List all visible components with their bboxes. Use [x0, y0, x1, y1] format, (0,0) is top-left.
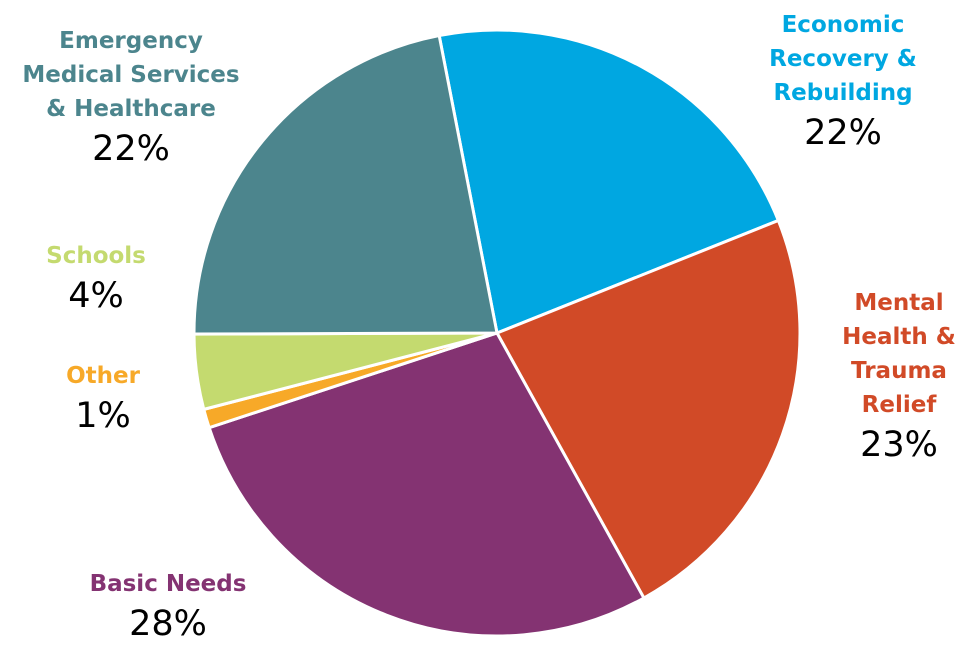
slice-label-basic-needs: Basic Needs — [90, 571, 247, 597]
pie-labels: Economic Recovery & Rebuilding 22% Mental Hea… — [22, 12, 955, 644]
pie-slice-economic-recovery-rebuilding — [437, 28, 781, 336]
pie-slice-mental-health-trauma-relief — [494, 218, 802, 601]
slice-percent-mental-health-trauma-relief: 23% — [860, 425, 938, 465]
slice-label-line: Relief — [862, 392, 938, 418]
slice-percent-other: 1% — [75, 396, 131, 436]
slice-label-line: & Healthcare — [46, 96, 216, 122]
slice-label-line: Recovery & — [769, 46, 917, 72]
slice-label-line: Mental — [854, 290, 943, 316]
slice-label-line: Emergency — [59, 28, 203, 54]
pie-slice-basic-needs — [207, 331, 646, 638]
slice-label-line: Economic — [782, 12, 905, 38]
slice-label-mental-health-trauma-relief: Mental Health & Trauma Relief — [842, 290, 956, 418]
slice-percent-schools: 4% — [68, 276, 124, 316]
slice-label-line: Schools — [46, 243, 146, 269]
slice-label-line: Basic Needs — [90, 571, 247, 597]
slice-label-emergency-medical-services-healthcare: Emergency Medical Services & Healthcare — [22, 28, 239, 122]
slice-label-line: Rebuilding — [773, 80, 912, 106]
pie-slice-emergency-medical-services-healthcare — [192, 33, 499, 336]
slice-percent-emergency-medical-services-healthcare: 22% — [92, 129, 170, 169]
slice-label-line: Medical Services — [22, 62, 239, 88]
slice-label-line: Other — [66, 363, 141, 389]
slice-label-other: Other — [66, 363, 141, 389]
pie-slices — [192, 28, 802, 638]
slice-label-line: Trauma — [851, 358, 947, 384]
slice-label-economic-recovery-rebuilding: Economic Recovery & Rebuilding — [769, 12, 917, 106]
slice-percent-basic-needs: 28% — [129, 604, 207, 644]
slice-label-schools: Schools — [46, 243, 146, 269]
slice-label-line: Health & — [842, 324, 956, 350]
slice-percent-economic-recovery-rebuilding: 22% — [804, 113, 882, 153]
